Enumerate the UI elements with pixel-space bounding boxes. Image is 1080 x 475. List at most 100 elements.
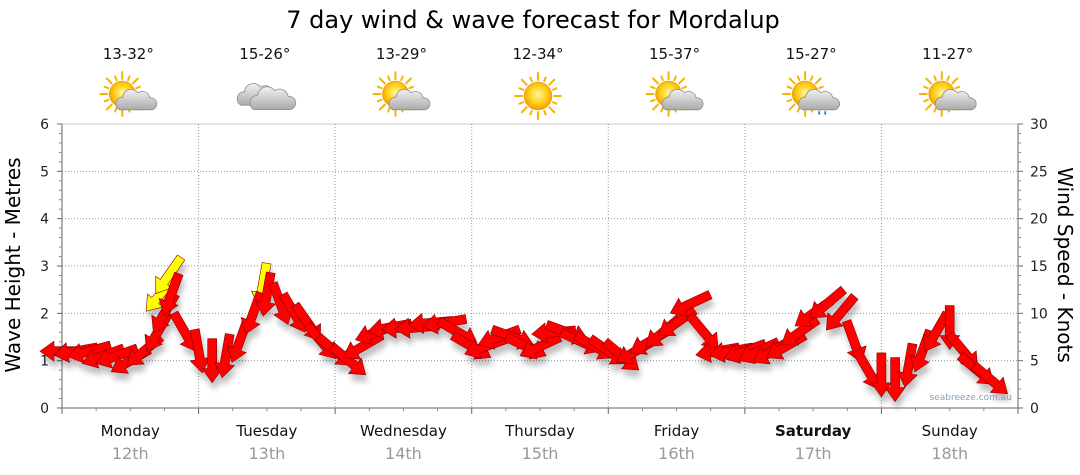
sun-ray [543, 76, 547, 83]
day-name-label: Saturday [775, 422, 852, 440]
sun-ray [681, 85, 688, 90]
sun-ray [788, 77, 796, 85]
sun-ray [405, 77, 412, 85]
sun-ray [114, 106, 118, 113]
sun-ray [131, 77, 139, 85]
sun-ray [378, 77, 386, 85]
sun-ray [551, 87, 558, 91]
sun-ray [923, 85, 929, 90]
sun-ray [933, 75, 937, 82]
wind-arrow [95, 343, 140, 369]
cloud-shape [388, 89, 431, 111]
wind-arrow [328, 342, 367, 376]
sun-ray [650, 85, 656, 90]
left-axis-tick-label: 4 [40, 212, 49, 228]
sun-ray [400, 75, 404, 82]
wind-arrows [39, 254, 1008, 403]
left-axis: 0 1 2 3 4 5 6 [40, 117, 63, 417]
left-axis-tick-label: 3 [40, 259, 49, 275]
cloud-icon [236, 83, 297, 110]
day-date-label: 17th [795, 444, 832, 463]
day-date-label: 12th [112, 444, 149, 463]
sun-ray [378, 103, 386, 111]
sun-ray [954, 85, 961, 90]
temperature-range: 15-26° [239, 45, 290, 63]
sun-cloud-rain-icon [782, 71, 840, 117]
sun-ray [673, 75, 677, 82]
right-axis-tick-label: 5 [1030, 354, 1039, 370]
wind-arrow [685, 312, 719, 350]
left-axis-tick-label: 5 [40, 164, 49, 180]
sun-icon [514, 72, 562, 120]
cloud-shape [115, 89, 158, 111]
right-axis-tick-label: 20 [1030, 212, 1048, 228]
day-date-label: 16th [658, 444, 695, 463]
sun-ray [925, 103, 933, 111]
sun-ray [652, 103, 659, 111]
sun-ray [376, 98, 383, 103]
sun-ray [518, 87, 525, 91]
wind-gust-arrow [155, 254, 186, 294]
wind-arrow [896, 342, 918, 388]
day-date-label: 13th [248, 444, 285, 463]
sun-ray [543, 109, 547, 116]
cloud-shape [661, 89, 704, 111]
sun-ray [520, 78, 528, 86]
wind-arrow [214, 333, 235, 379]
sun-ray [551, 101, 558, 105]
rain-drop [818, 110, 821, 115]
sun-ray [933, 106, 937, 113]
temperature-range: 15-27° [786, 45, 837, 63]
sun-ray [660, 106, 664, 113]
sun-ray [387, 75, 391, 82]
wind-arrow [852, 348, 881, 390]
sun-ray [529, 109, 533, 116]
right-axis-tick-label: 15 [1030, 259, 1048, 275]
sun-ray [678, 77, 686, 85]
sun-ray [786, 85, 793, 90]
sun-ray [114, 75, 118, 82]
wind-arrow [158, 271, 184, 316]
wind-arrow [189, 328, 211, 374]
right-axis: 0 5 10 15 20 25 30 [1017, 117, 1048, 417]
day-date-label: 18th [931, 444, 968, 463]
sun-ray [809, 75, 814, 82]
sun-ray [814, 77, 822, 85]
cloud-shape [798, 89, 840, 111]
left-axis-tick-label: 2 [40, 306, 49, 322]
sun-ray [650, 98, 656, 103]
chart-title: 7 day wind & wave forecast for Mordalup [286, 6, 780, 34]
temperature-range: 13-32° [103, 45, 154, 63]
day-name-label: Monday [101, 422, 160, 440]
cloud-shape [249, 86, 297, 110]
sun-ray [925, 77, 933, 85]
day-axis: Monday 12th Tuesday 13th Wednesday 14th Thursd… [61, 407, 1019, 463]
sun-ray [951, 77, 959, 85]
left-axis-tick-label: 6 [40, 117, 49, 133]
sun-cloud-icon [99, 71, 158, 117]
sun-ray [518, 101, 525, 105]
sun-ray [660, 75, 664, 82]
sun-ray [946, 75, 950, 82]
watermark: seabreeze.com.au [930, 393, 1012, 403]
sun-cloud-icon [372, 71, 431, 117]
sun-ray [127, 75, 131, 82]
cloud-shape [934, 89, 977, 111]
left-axis-tick-label: 0 [40, 401, 49, 417]
sun-ray [103, 85, 110, 90]
sun-ray [408, 85, 414, 90]
right-axis-tick-label: 0 [1030, 401, 1039, 417]
left-axis-tick-label: 1 [40, 354, 49, 370]
sun-ray [818, 85, 824, 90]
rain-drop [824, 110, 827, 115]
day-date-label: 14th [385, 444, 422, 463]
sun-ray [103, 98, 110, 103]
sun-ray [796, 106, 801, 113]
day-name-label: Friday [654, 422, 700, 440]
temperature-range: 15-37° [649, 45, 700, 63]
wind-arrow [870, 352, 892, 398]
sun-cloud-icon [645, 71, 704, 117]
sun-ray [105, 103, 113, 111]
sun-ray [548, 78, 556, 86]
